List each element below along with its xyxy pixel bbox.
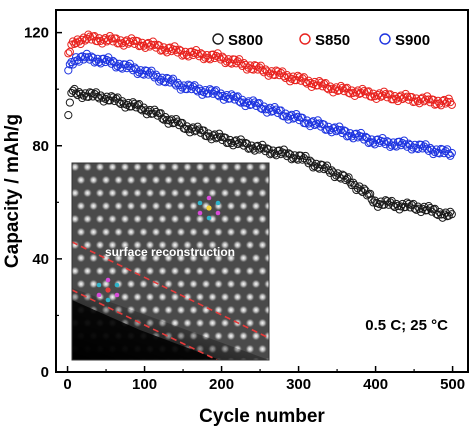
gridlines: 0 100 200 300 400 500 0 40 80 120 <box>24 25 465 393</box>
data-point <box>127 63 136 73</box>
data-point <box>393 201 403 210</box>
lattice-marker <box>96 292 102 298</box>
y-axis-label: Capacity / mAh/g <box>2 114 23 268</box>
data-point <box>423 144 432 153</box>
lattice-marker <box>215 200 221 206</box>
series-S900 <box>64 49 456 160</box>
data-point <box>447 148 456 158</box>
legend-marker <box>299 33 311 45</box>
lattice-marker <box>197 210 203 216</box>
data-point <box>67 57 76 67</box>
data-point <box>359 184 369 193</box>
x-tick-label: 200 <box>209 376 234 393</box>
data-point <box>148 71 158 80</box>
lattice-marker <box>114 292 120 298</box>
data-point <box>447 100 456 109</box>
data-point <box>65 98 74 107</box>
x-tick-label: 0 <box>63 376 71 393</box>
data-point <box>168 74 178 83</box>
lattice-center <box>206 205 212 211</box>
data-point <box>193 49 202 58</box>
plot-frame <box>55 9 469 373</box>
data-point <box>65 47 74 56</box>
legend-marker <box>212 33 224 45</box>
lattice-marker <box>114 282 120 288</box>
legend: S800 S850 S900 <box>212 32 430 49</box>
lattice-marker <box>197 200 203 206</box>
data-point <box>170 79 179 88</box>
y-tick-label: 0 <box>41 364 49 381</box>
x-tick-label: 400 <box>363 376 388 393</box>
lattice-marker <box>105 297 111 303</box>
lattice-marker <box>96 282 102 288</box>
data-point <box>369 198 378 207</box>
data-point <box>396 202 406 211</box>
legend-label: S900 <box>395 32 430 49</box>
data-point <box>159 115 168 124</box>
x-tick-label: 100 <box>132 376 157 393</box>
data-point <box>156 109 165 118</box>
legend-label: S850 <box>315 32 350 49</box>
lattice-marker <box>206 215 212 221</box>
data-point <box>64 66 73 75</box>
legend-marker <box>379 33 391 45</box>
data-point <box>366 189 375 198</box>
data-point <box>322 161 332 170</box>
y-tick-label: 120 <box>24 25 49 42</box>
inset-stem-image: surface reconstruction <box>72 163 269 360</box>
data-point <box>105 57 115 66</box>
data-point <box>147 66 156 75</box>
data-point <box>344 173 353 182</box>
data-point <box>401 140 410 149</box>
data-point <box>290 113 299 122</box>
x-tick-label: 500 <box>440 376 465 393</box>
inset-border <box>71 162 270 361</box>
data-layer <box>64 30 456 222</box>
series-S850 <box>64 30 456 110</box>
data-point <box>379 137 389 146</box>
lattice-marker <box>206 195 212 201</box>
data-point <box>78 35 87 44</box>
data-point <box>446 207 455 216</box>
y-tick-label: 80 <box>32 138 49 155</box>
data-point <box>301 151 310 161</box>
data-point <box>347 180 356 190</box>
x-tick-label: 300 <box>286 376 311 393</box>
lattice-center <box>105 287 111 293</box>
data-point <box>64 49 73 58</box>
data-point <box>349 178 358 187</box>
legend-label: S800 <box>228 32 263 49</box>
data-point <box>375 200 384 209</box>
inset-annotation: surface reconstruction <box>105 245 235 259</box>
data-point <box>215 53 224 62</box>
data-point <box>192 126 201 135</box>
data-point <box>84 53 93 62</box>
series-S800 <box>64 84 456 222</box>
data-point <box>447 210 456 219</box>
data-point <box>64 110 73 120</box>
condition-annotation: 0.5 C; 25 °C <box>365 317 448 334</box>
data-point <box>258 66 267 75</box>
lattice-marker <box>215 210 221 216</box>
lattice-marker <box>105 277 111 283</box>
data-point <box>236 59 245 68</box>
x-axis-label: Cycle number <box>199 406 325 427</box>
y-tick-label: 40 <box>32 251 49 268</box>
